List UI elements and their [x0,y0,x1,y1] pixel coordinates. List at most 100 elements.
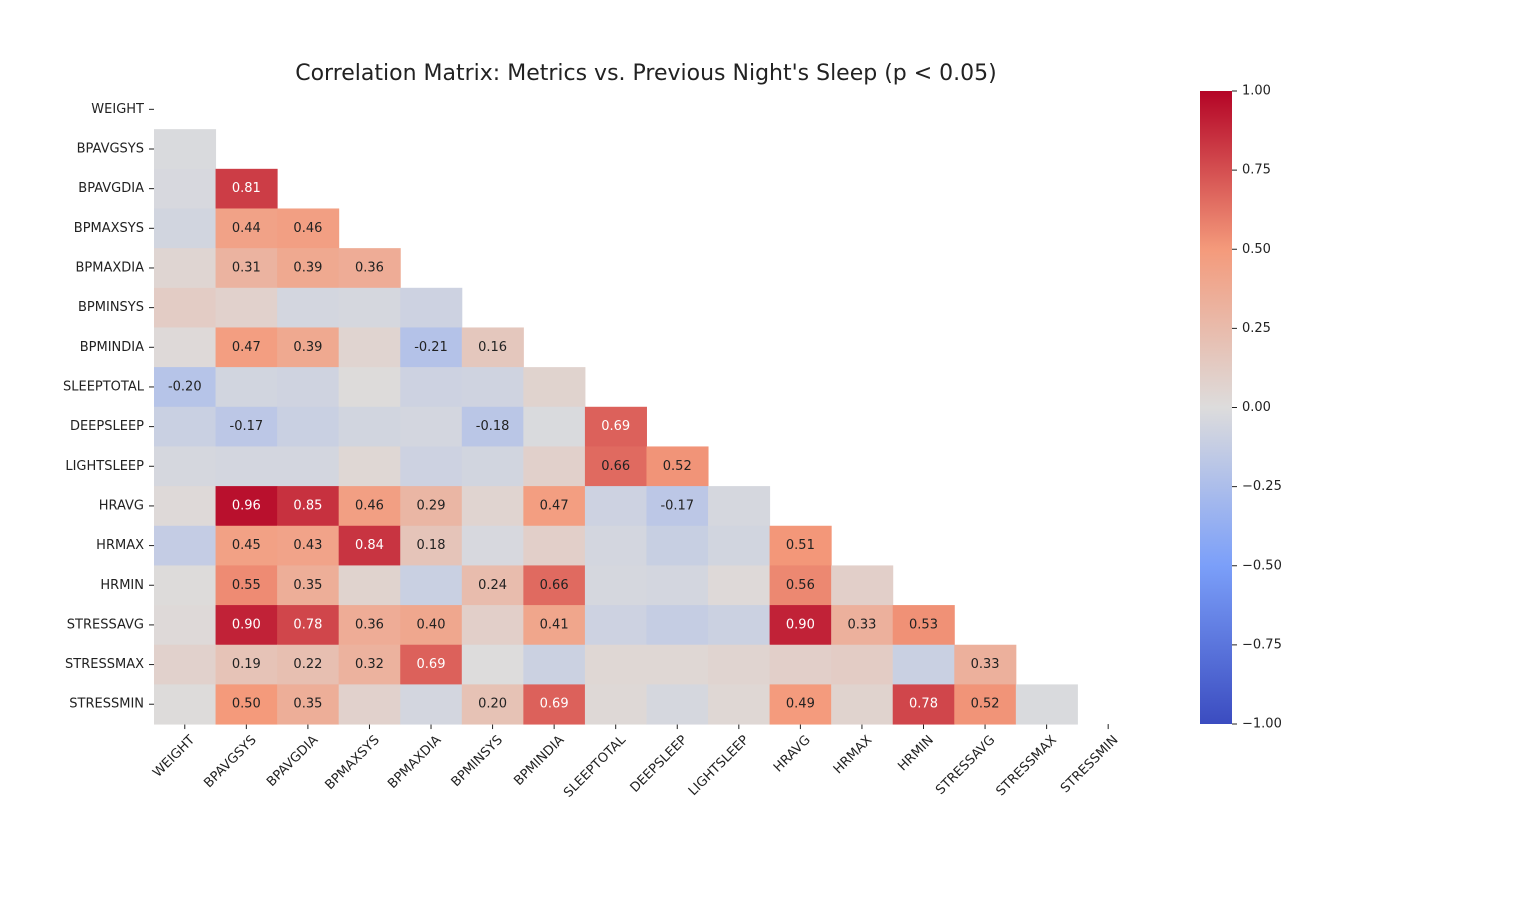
cell [277,565,340,606]
y-tick-label: WEIGHT [91,102,144,117]
cell-label: 0.47 [540,498,569,513]
cell [154,168,217,209]
y-tick-label: BPAVGDIA [78,181,144,196]
cell-label: 0.24 [478,578,507,593]
cell-label: 0.52 [971,697,1000,712]
cell [523,565,586,606]
cell [708,684,771,725]
cell-label: 0.33 [847,617,876,632]
cell [277,208,340,249]
cell [154,327,217,368]
cell [954,684,1017,725]
y-tick-label: BPMINSYS [78,300,144,315]
cell [708,486,771,527]
cell-label: 0.66 [540,578,569,593]
cell-label: 0.66 [601,459,630,474]
cell [461,367,524,408]
cell-label: 0.18 [417,538,446,553]
cell-label: 0.29 [417,498,446,513]
cell-label: 0.46 [355,498,384,513]
cell-label: 0.32 [355,657,384,672]
colorbar [1200,91,1232,724]
cell-label: 0.43 [293,538,322,553]
cell-label: 0.69 [601,419,630,434]
cell [461,565,524,606]
cell [338,406,401,447]
cell [277,446,340,487]
cell [892,684,955,725]
cell [400,684,463,725]
cell [523,367,586,408]
cell [338,287,401,328]
cell [461,525,524,566]
cell [215,486,278,527]
cell [400,327,463,368]
colorbar-tick-label: 0.25 [1242,321,1271,336]
cell [831,644,894,685]
cell-label: 0.41 [540,617,569,632]
cell-label: 0.69 [417,657,446,672]
cell [338,446,401,487]
cell-label: 0.81 [232,181,261,196]
x-tick-label: BPAVGDIA [264,733,321,790]
cell [215,644,278,685]
cell [215,684,278,725]
cell-label: 0.50 [232,697,261,712]
cell [461,605,524,646]
cell [400,644,463,685]
cell [215,208,278,249]
cell-label: 0.85 [293,498,322,513]
x-tick-label: STRESSAVG [933,733,998,798]
colorbar-tick-label: 1.00 [1242,84,1271,99]
cell [338,486,401,527]
cell-label: 0.51 [786,538,815,553]
cell [646,446,709,487]
cell-label: 0.49 [786,697,815,712]
cell [769,605,832,646]
cell [400,406,463,447]
cell-label: 0.35 [293,578,322,593]
cell [461,446,524,487]
cell [154,406,217,447]
colorbar-tick-label: 0.50 [1242,242,1271,257]
colorbar-tick-label: 0.75 [1242,163,1271,178]
x-tick-label: HRMAX [831,733,875,777]
chart-title: Correlation Matrix: Metrics vs. Previous… [295,61,997,86]
cell-label: 0.33 [971,657,1000,672]
cell [154,208,217,249]
cell [400,486,463,527]
cell-label: 0.53 [909,617,938,632]
cell-label: 0.45 [232,538,261,553]
cell [154,248,217,289]
cell [461,327,524,368]
cell [215,287,278,328]
cell-label: 0.36 [355,617,384,632]
cell [708,565,771,606]
cell-label: 0.39 [293,340,322,355]
y-tick-label: HRMIN [100,578,144,593]
cell [338,605,401,646]
cell [892,644,955,685]
cell [584,684,647,725]
y-tick-label: HRMAX [96,538,144,553]
y-tick-label: HRAVG [99,498,144,513]
cell [277,525,340,566]
cell [215,168,278,209]
cell [215,446,278,487]
cell [338,565,401,606]
cell [523,605,586,646]
cell [523,644,586,685]
cell [338,248,401,289]
cell [215,367,278,408]
cell [646,684,709,725]
colorbar-tick-label: −0.25 [1242,479,1282,494]
cell [954,644,1017,685]
cell [277,287,340,328]
cell [277,327,340,368]
cell-label: 0.31 [232,260,261,275]
cell [1015,684,1078,725]
cell [154,486,217,527]
cell [461,486,524,527]
